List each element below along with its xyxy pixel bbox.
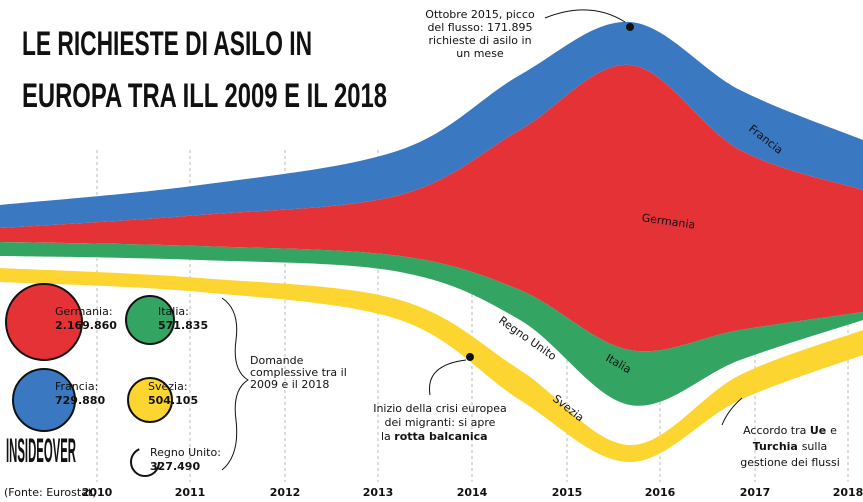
stream	[0, 21, 863, 229]
legend-value: 571.835	[158, 319, 208, 332]
x-tick-label: 2013	[363, 486, 394, 499]
marker	[466, 353, 474, 361]
legend-value: 327.490	[150, 460, 200, 473]
stream	[0, 242, 863, 406]
annotation-part: Accordo tra	[743, 424, 810, 437]
chart-title: EUROPA TRA ILL 2009 E IL 2018	[22, 77, 387, 115]
x-tick-label: 2018	[833, 486, 863, 499]
annotation: un mese	[456, 47, 504, 60]
annotation: dei migranti: si apre	[385, 416, 496, 429]
x-tick-label: 2014	[457, 486, 488, 499]
annotation: Inizio della crisi europea	[373, 402, 507, 415]
marker	[626, 23, 634, 31]
legend-circle	[12, 368, 76, 432]
legend-circle	[130, 447, 160, 477]
annotation-part: sulla	[802, 440, 828, 453]
legend-value: 2.169.860	[55, 319, 117, 332]
legend-circle	[125, 295, 175, 345]
annotation: Ottobre 2015, picco	[425, 8, 535, 21]
legend-name: Svezia:	[148, 380, 188, 393]
annotation: del flusso: 171.895	[427, 21, 532, 34]
legend-name: Francia:	[55, 380, 98, 393]
legend-value: 729.880	[55, 394, 105, 407]
legend-note: Domande	[250, 354, 304, 367]
chart-title: LE RICHIESTE DI ASILO IN	[22, 25, 312, 63]
x-tick-label: 2017	[740, 486, 771, 499]
annotation-part: Turchia	[753, 440, 802, 453]
annotation-part: Ue	[810, 424, 830, 437]
annotation-part: rotta balcanica	[394, 430, 487, 443]
x-tick-label: 2011	[175, 486, 206, 499]
legend-name: Italia:	[158, 305, 189, 318]
x-tick-label: 2010	[82, 486, 113, 499]
annotation: Turchia sulla	[753, 440, 828, 453]
source: (Fonte: Eurostat)	[4, 486, 97, 499]
arrow	[428, 359, 467, 396]
annotation: richieste di asilo in	[428, 34, 531, 47]
legend-name: Germania:	[55, 305, 113, 318]
arrow	[544, 9, 626, 23]
brace	[221, 297, 249, 471]
annotation-part: e	[830, 424, 837, 437]
legend-circle	[127, 377, 173, 423]
x-tick-label: 2015	[552, 486, 583, 499]
annotation: la rotta balcanica	[381, 430, 488, 443]
legend-note: 2009 e il 2018	[250, 378, 329, 391]
legend-circle	[5, 283, 83, 361]
legend-value: 504.105	[148, 394, 198, 407]
x-tick-label: 2016	[645, 486, 676, 499]
legend-note: complessive tra il	[250, 366, 347, 379]
annotation-part: gestione dei flussi	[740, 456, 840, 469]
annotation: Accordo tra Ue e	[743, 424, 837, 437]
brand: INSIDEOVER	[6, 432, 76, 470]
annotation-part: la	[381, 430, 394, 443]
overlay: 2010 2011 2012 2013 2014 2015 2016 2017 2018 (Fon…	[4, 8, 863, 499]
x-tick-label: 2012	[270, 486, 301, 499]
arrow	[721, 397, 743, 426]
streams	[0, 21, 863, 482]
stream	[0, 64, 863, 352]
legend-name: Regno Unito:	[150, 446, 221, 459]
annotation: gestione dei flussi	[740, 456, 840, 469]
